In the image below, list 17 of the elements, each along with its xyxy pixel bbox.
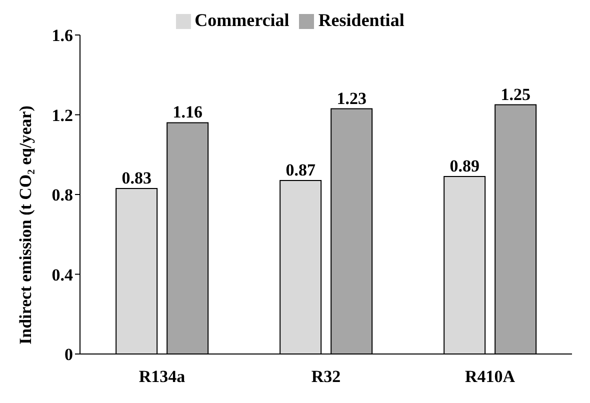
y-tick-label: 0: [64, 345, 73, 364]
y-axis-title: Indirect emission (t CO₂ eq/year): [16, 106, 36, 344]
x-tick-label: R32: [311, 367, 341, 386]
legend-label: Residential: [318, 10, 404, 30]
y-tick-label: 0.4: [52, 265, 74, 284]
data-label: 1.23: [336, 88, 366, 108]
x-tick-label: R410A: [464, 367, 516, 386]
data-label: 1.25: [500, 84, 530, 104]
data-label: 0.89: [450, 156, 480, 176]
data-label: 1.16: [172, 102, 202, 122]
data-label: 0.83: [122, 168, 152, 188]
y-tick-label: 0.8: [52, 186, 73, 205]
y-tick-label: 1.6: [52, 26, 73, 46]
y-tick-label: 1.2: [52, 106, 73, 125]
x-tick-label: R134a: [138, 367, 186, 386]
data-label: 0.87: [286, 160, 316, 180]
legend-label: Commercial: [194, 10, 290, 30]
